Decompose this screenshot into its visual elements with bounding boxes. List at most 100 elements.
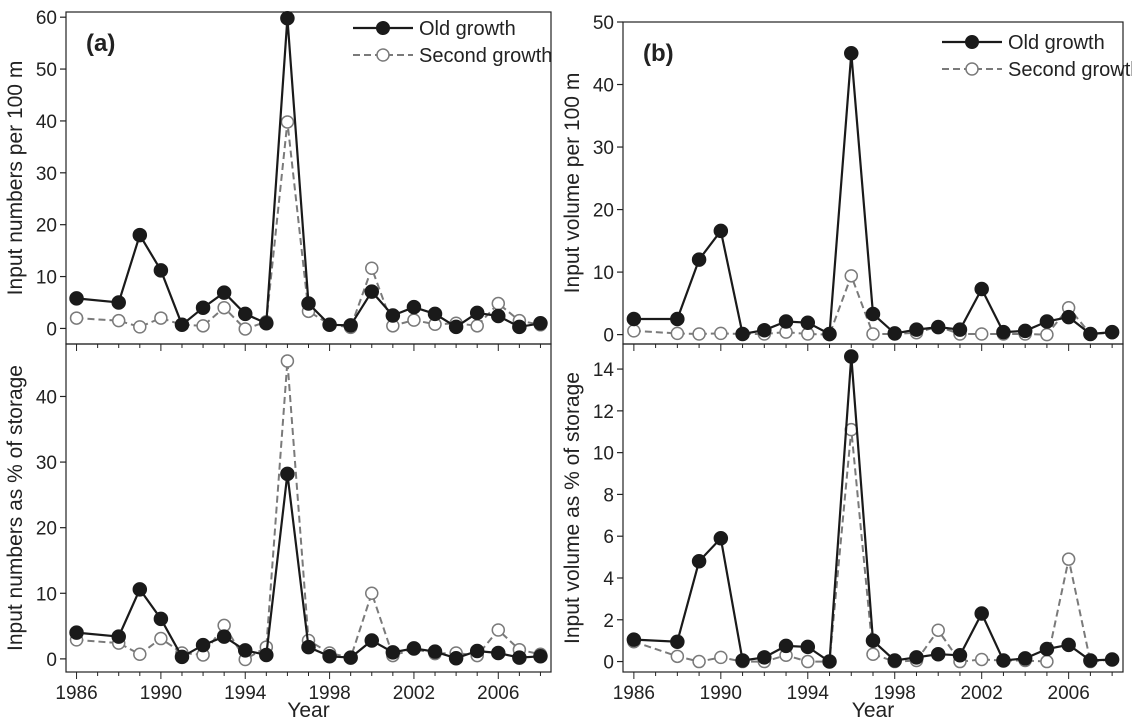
old-growth-point: [691, 252, 707, 267]
old-growth-point: [406, 641, 422, 656]
second-growth-point: [154, 311, 168, 325]
second-growth-point: [238, 322, 252, 336]
old-growth-point: [1017, 651, 1033, 666]
old-growth-point: [952, 322, 968, 337]
y-tick-label: 40: [593, 76, 614, 97]
second-growth-point: [1040, 654, 1054, 669]
second-growth-line: [76, 361, 541, 661]
old-growth-point: [800, 315, 816, 330]
old-growth-point: [887, 326, 902, 341]
old-growth-point: [448, 319, 464, 335]
old-growth-point: [1104, 324, 1120, 340]
old-growth-line: [76, 473, 541, 660]
old-growth-point: [930, 646, 946, 662]
y-tick-label: 0: [46, 650, 57, 671]
second-growth-point: [365, 586, 379, 601]
second-growth-point: [491, 623, 506, 637]
old-growth-point: [237, 643, 253, 658]
old-growth-point: [491, 645, 506, 661]
y-tick-label: 4: [603, 569, 614, 590]
old-growth-point: [491, 308, 506, 324]
old-growth-point: [237, 306, 253, 322]
x-tick-label: 2002: [393, 683, 435, 704]
y-tick-label: 50: [36, 60, 57, 81]
panel-b-top: 0 10 20 30 40 50 Input volume per 100 m (b) Old …: [561, 13, 1132, 351]
x-tick-label: 2002: [961, 683, 1003, 704]
legend-old-marker: [965, 35, 979, 49]
old-growth-point: [735, 653, 750, 668]
old-growth-point: [533, 316, 548, 331]
legend-second-marker: [965, 62, 979, 76]
x-tick-label: 2006: [1048, 683, 1090, 704]
old-growth-point: [301, 296, 316, 311]
old-growth-point: [865, 306, 881, 322]
old-growth-point: [735, 326, 750, 342]
old-growth-point: [216, 629, 232, 644]
old-growth-point: [259, 316, 274, 331]
x-tick-label: 1998: [874, 683, 916, 704]
old-growth-point: [670, 311, 685, 327]
y-tick-label: 2: [603, 611, 614, 632]
old-growth-point: [844, 46, 859, 61]
legend-old-label: Old growth: [419, 18, 516, 40]
old-growth-point: [280, 466, 295, 482]
y-tick-label: 40: [36, 387, 57, 408]
y-axis-label: Input volume as % of storage: [561, 372, 584, 644]
second-growth-point: [1040, 327, 1054, 342]
y-tick-label: 20: [593, 201, 614, 222]
old-growth-point: [800, 639, 816, 655]
second-growth-point: [133, 320, 147, 334]
old-growth-point: [448, 650, 464, 666]
second-growth-point: [1061, 552, 1076, 566]
second-growth-point: [692, 327, 706, 341]
old-growth-point: [153, 263, 169, 278]
old-growth-point: [1039, 314, 1055, 329]
old-growth-point: [713, 531, 729, 546]
old-growth-point: [216, 285, 232, 300]
old-growth-point: [1017, 323, 1033, 339]
old-growth-point: [153, 611, 169, 627]
x-tick-label: 1990: [140, 683, 182, 704]
old-growth-point: [132, 582, 148, 597]
y-tick-label: 20: [36, 519, 57, 540]
panel-b-bottom: 0 2 4 6 8 10 12 14 1986 1990 1994 1998 2002 2006 Year I…: [561, 343, 1124, 719]
old-growth-point: [469, 643, 485, 659]
second-growth-point: [714, 326, 728, 341]
y-tick-label: 10: [36, 268, 57, 289]
old-growth-point: [259, 647, 274, 663]
old-growth-point: [974, 281, 989, 297]
old-growth-point: [909, 650, 924, 665]
y-tick-label: 12: [593, 402, 614, 423]
y-axis-label: Input volume per 100 m: [561, 73, 584, 294]
second-growth-point: [866, 327, 880, 341]
y-tick-label: 30: [36, 164, 57, 185]
second-growth-point: [365, 261, 379, 276]
old-growth-point: [343, 318, 358, 333]
y-tick-label: 60: [36, 8, 57, 29]
plot-frame: [622, 343, 1124, 673]
panel-label: (b): [643, 40, 674, 67]
old-growth-point: [195, 300, 211, 315]
old-growth-point: [887, 653, 902, 668]
second-growth-point: [407, 313, 421, 327]
old-growth-point: [670, 634, 685, 649]
old-growth-point: [111, 295, 126, 310]
x-tick-label: 1998: [308, 683, 350, 704]
second-growth-point: [154, 631, 168, 646]
y-tick-label: 30: [593, 138, 614, 159]
old-growth-point: [427, 306, 443, 322]
second-growth-point: [670, 326, 685, 341]
second-growth-point: [69, 311, 84, 325]
y-tick-label: 0: [603, 653, 614, 674]
second-growth-point: [974, 652, 989, 667]
y-tick-label: 50: [593, 13, 614, 34]
old-growth-point: [778, 638, 794, 654]
legend-old-marker: [376, 21, 390, 35]
y-tick-label: 0: [603, 326, 614, 347]
second-growth-line: [633, 429, 1113, 663]
old-growth-point: [1104, 652, 1120, 667]
old-growth-point: [952, 648, 968, 663]
old-growth-point: [385, 308, 401, 323]
x-tick-label: 1994: [224, 683, 267, 704]
x-axis-label: Year: [852, 699, 894, 719]
